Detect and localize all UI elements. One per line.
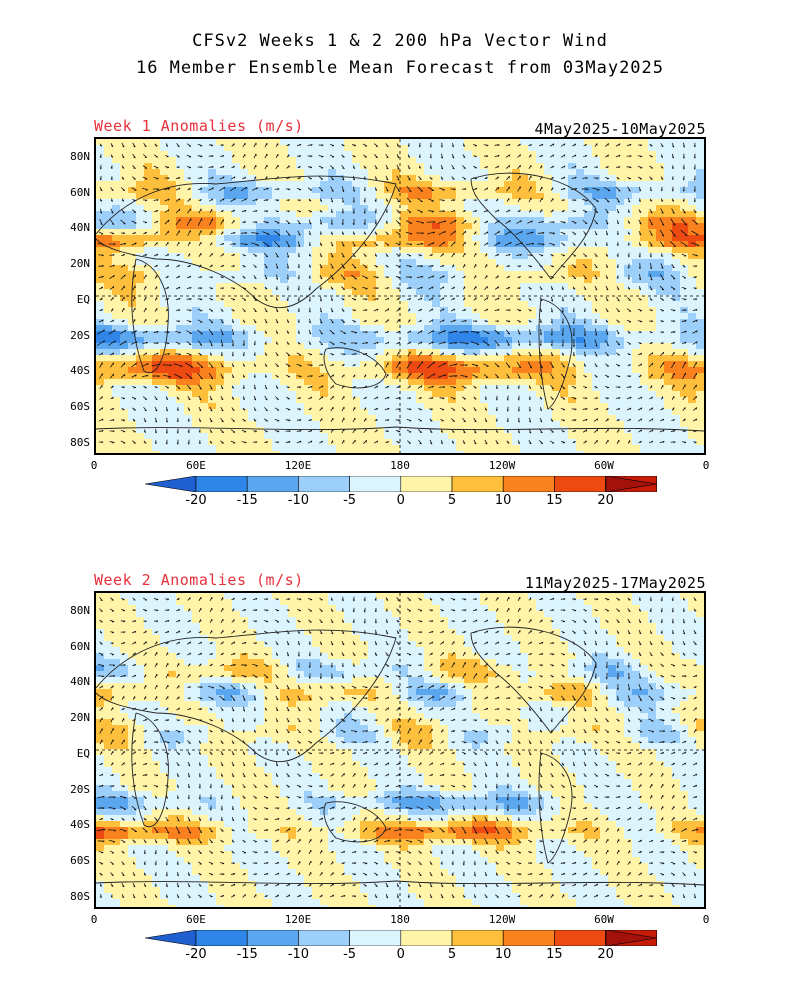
lon-tick-label: 0	[90, 913, 98, 926]
lat-tick-label: EQ	[76, 746, 90, 760]
colorbar-tick-label: 0	[396, 947, 405, 962]
colorbar-tick-label: 5	[447, 493, 457, 508]
colorbar-tick-label: -5	[343, 947, 357, 962]
lat-tick-label: 80S	[70, 435, 90, 449]
colorbar-swatch	[400, 929, 453, 947]
colorbar-swatch	[246, 475, 299, 493]
colorbar-swatch	[554, 475, 606, 493]
colorbar-tick-label: -10	[287, 493, 309, 508]
colorbar-swatch	[554, 929, 606, 947]
lon-tick-label: 180	[390, 913, 410, 926]
colorbar-tick-label: -20	[185, 493, 207, 508]
lon-tick-label: 0	[702, 459, 710, 472]
lat-tick-label: 20N	[70, 711, 90, 725]
week2-colorbar	[144, 929, 658, 947]
lon-tick-label: 60E	[186, 913, 206, 926]
colorbar-tick-label: 0	[396, 493, 405, 508]
week2-date-range: 11May2025-17May2025	[524, 574, 706, 592]
week1-panel-label: Week 1 Anomalies (m/s)	[94, 117, 304, 135]
lon-tick-label: 60E	[186, 459, 206, 472]
colorbar-tick-label: -5	[343, 493, 357, 508]
colorbar-tick-label: 20	[597, 947, 614, 962]
lat-tick-label: 40S	[70, 818, 90, 832]
chart-title-line-2: 16 Member Ensemble Mean Forecast from 03…	[135, 58, 665, 78]
lat-tick-label: 20S	[70, 782, 90, 796]
colorbar-swatch	[298, 475, 350, 493]
colorbar-tick-label: -10	[287, 947, 309, 962]
colorbar-swatch	[144, 475, 197, 493]
colorbar-tick-label: 15	[546, 947, 563, 962]
lon-tick-label: 120W	[488, 459, 516, 472]
colorbar-tick-label: 10	[494, 493, 512, 508]
colorbar-swatch	[195, 929, 248, 947]
colorbar-tick-label: 5	[447, 947, 457, 962]
colorbar-swatch	[349, 929, 402, 947]
colorbar-tick-label: 10	[494, 947, 512, 962]
colorbar-tick-label: 20	[597, 493, 614, 508]
colorbar-tick-label: -20	[185, 947, 207, 962]
lat-tick-label: 80S	[70, 889, 90, 903]
lat-tick-label: 60S	[70, 399, 90, 413]
week1-colorbar	[144, 475, 658, 493]
colorbar-swatch	[451, 929, 504, 947]
lon-tick-label: 120W	[488, 913, 516, 926]
lon-tick-label: 120E	[284, 913, 312, 926]
week2-wind-anomaly-map	[94, 591, 706, 909]
colorbar-swatch	[605, 929, 658, 947]
colorbar-swatch	[502, 929, 555, 947]
lon-tick-label: 60W	[594, 913, 614, 926]
lon-tick-label: 60W	[594, 459, 614, 472]
week1-wind-anomaly-map	[94, 137, 706, 455]
lat-tick-label: 20S	[70, 328, 90, 342]
lat-tick-label: 40N	[70, 675, 90, 689]
colorbar-swatch	[502, 475, 555, 493]
week1-date-range: 4May2025-10May2025	[534, 120, 706, 138]
lat-tick-label: 60N	[70, 639, 90, 653]
lat-tick-label: 20N	[70, 257, 90, 271]
lat-tick-label: 60S	[70, 853, 90, 867]
colorbar-swatch	[349, 475, 402, 493]
colorbar-swatch	[605, 475, 658, 493]
colorbar-tick-label: 15	[546, 493, 563, 508]
lat-tick-label: 40N	[70, 221, 90, 235]
colorbar-swatch	[246, 929, 299, 947]
chart-title-line-1: CFSv2 Weeks 1 & 2 200 hPa Vector Wind	[192, 31, 608, 51]
colorbar-tick-label: -15	[236, 493, 258, 508]
lon-tick-label: 0	[90, 459, 98, 472]
lon-tick-label: 0	[702, 913, 710, 926]
colorbar-tick-label: -15	[236, 947, 258, 962]
lat-tick-label: EQ	[76, 292, 90, 306]
week2-panel-label: Week 2 Anomalies (m/s)	[94, 571, 304, 589]
lat-tick-label: 40S	[70, 364, 90, 378]
colorbar-swatch	[298, 929, 350, 947]
colorbar-swatch	[144, 929, 197, 947]
colorbar-swatch	[195, 475, 248, 493]
lat-tick-label: 60N	[70, 185, 90, 199]
lat-tick-label: 80N	[70, 604, 90, 617]
lat-tick-label: 80N	[70, 150, 90, 163]
colorbar-swatch	[400, 475, 453, 493]
lon-tick-label: 120E	[284, 459, 312, 472]
lon-tick-label: 180	[390, 459, 410, 472]
colorbar-swatch	[451, 475, 504, 493]
